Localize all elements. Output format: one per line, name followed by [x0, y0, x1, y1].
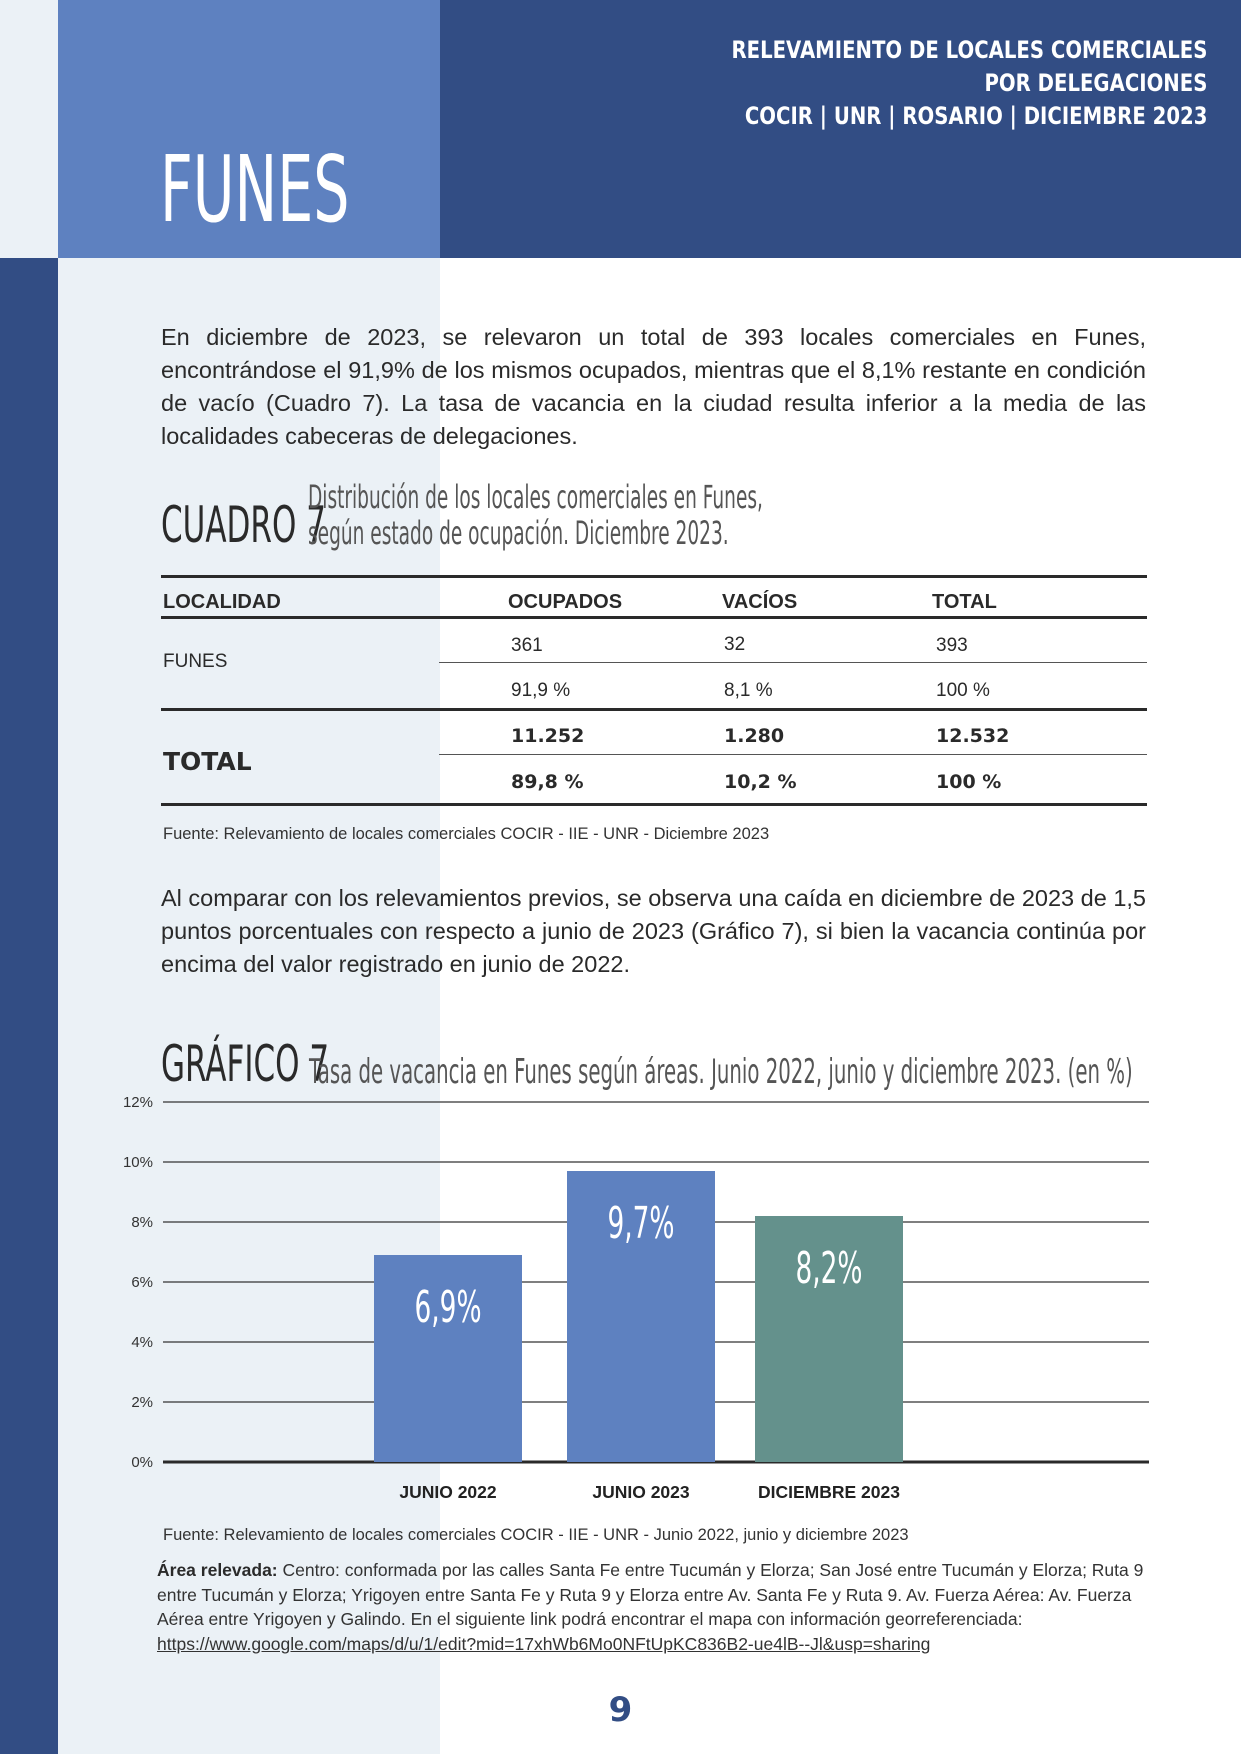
report-header-line1: RELEVAMIENTO DE LOCALES COMERCIALES	[731, 36, 1207, 64]
table-bottom-rule	[161, 803, 1147, 806]
table-cell-total-vacios-pct: 10,2 %	[724, 771, 797, 793]
surveyed-area-text: Centro: conformada por las calles Santa …	[157, 1560, 1144, 1629]
table-top-rule	[161, 575, 1147, 578]
surveyed-area-label: Área relevada:	[157, 1560, 278, 1580]
report-header-line2: POR DELEGACIONES	[984, 69, 1207, 97]
table-row-funes-name: FUNES	[163, 651, 228, 672]
table-header-vacios: VACÍOS	[722, 591, 798, 613]
comparison-paragraph: Al comparar con los relevamientos previo…	[161, 885, 1146, 977]
chart-xtick-label: DICIEMBRE 2023	[758, 1482, 900, 1502]
table-cell-funes-total-pct: 100 %	[936, 680, 990, 701]
table-cell-funes-total: 393	[936, 635, 968, 656]
table-total-sub-rule	[439, 754, 1147, 755]
table-description-line1: Distribución de los locales comerciales …	[308, 478, 763, 516]
chart-source: Fuente: Relevamiento de locales comercia…	[163, 1526, 909, 1544]
page-title: FUNES	[160, 136, 350, 243]
table-cell-funes-ocupados-pct: 91,9 %	[511, 680, 571, 701]
page-number: 9	[608, 1690, 633, 1730]
table-description: Distribución de los locales comerciales …	[308, 479, 763, 551]
chart-xtick-label: JUNIO 2023	[592, 1482, 690, 1502]
chart-bar	[567, 1171, 715, 1462]
surveyed-area-note: Área relevada: Centro: conformada por la…	[157, 1558, 1152, 1656]
header-title-panel	[58, 0, 440, 258]
header-panel	[440, 0, 1241, 258]
table-cell-total-ocupados-pct: 89,8 %	[511, 771, 584, 793]
chart-bar	[755, 1216, 903, 1462]
table-cell-funes-ocupados: 361	[511, 635, 543, 656]
left-light-column	[58, 258, 440, 1754]
table-header-rule	[161, 616, 1147, 619]
table-header-ocupados: OCUPADOS	[508, 591, 623, 613]
table-source: Fuente: Relevamiento de locales comercia…	[163, 825, 770, 843]
chart-data-label: 9,7%	[607, 1197, 674, 1249]
table-cell-total-ocupados: 11.252	[511, 725, 585, 747]
chart-data-label: 8,2%	[795, 1242, 862, 1294]
table-sub-rule	[439, 662, 1147, 663]
map-link[interactable]: https://www.google.com/maps/d/u/1/edit?m…	[157, 1633, 931, 1654]
chart-label: GRÁFICO 7	[161, 1035, 330, 1093]
table-header-localidad: LOCALIDAD	[163, 591, 281, 613]
table-cell-funes-vacios-pct: 8,1 %	[724, 680, 773, 701]
table-mid-rule	[161, 708, 1147, 711]
report-header-line3: COCIR | UNR | ROSARIO | DICIEMBRE 2023	[744, 102, 1207, 130]
top-left-corner-panel	[0, 0, 58, 258]
table-row-total-name: TOTAL	[163, 747, 252, 776]
table-description-line2: según estado de ocupación. Diciembre 202…	[308, 514, 729, 552]
table-cell-total-total: 12.532	[936, 725, 1010, 747]
table-cell-total-vacios: 1.280	[724, 725, 785, 747]
report-header: RELEVAMIENTO DE LOCALES COMERCIALES POR …	[731, 34, 1207, 133]
table-cell-total-total-pct: 100 %	[936, 771, 1002, 793]
intro-paragraph: En diciembre de 2023, se relevaron un to…	[161, 324, 1146, 449]
left-margin-strip	[0, 258, 58, 1754]
table-header-total: TOTAL	[932, 591, 997, 613]
chart-description: Tasa de vacancia en Funes según áreas. J…	[309, 1052, 1133, 1092]
table-label: CUADRO 7	[161, 496, 326, 554]
table-cell-funes-vacios: 32	[724, 634, 746, 655]
